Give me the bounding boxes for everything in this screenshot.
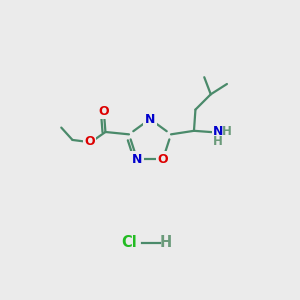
Text: O: O bbox=[158, 152, 168, 166]
Text: N: N bbox=[145, 112, 155, 126]
Text: H: H bbox=[213, 135, 223, 148]
Text: Cl: Cl bbox=[122, 235, 137, 250]
Text: H: H bbox=[222, 124, 232, 138]
Text: N: N bbox=[132, 152, 142, 166]
Text: H: H bbox=[160, 235, 172, 250]
Text: N: N bbox=[213, 124, 223, 138]
Text: O: O bbox=[84, 135, 94, 148]
Text: O: O bbox=[99, 105, 109, 118]
